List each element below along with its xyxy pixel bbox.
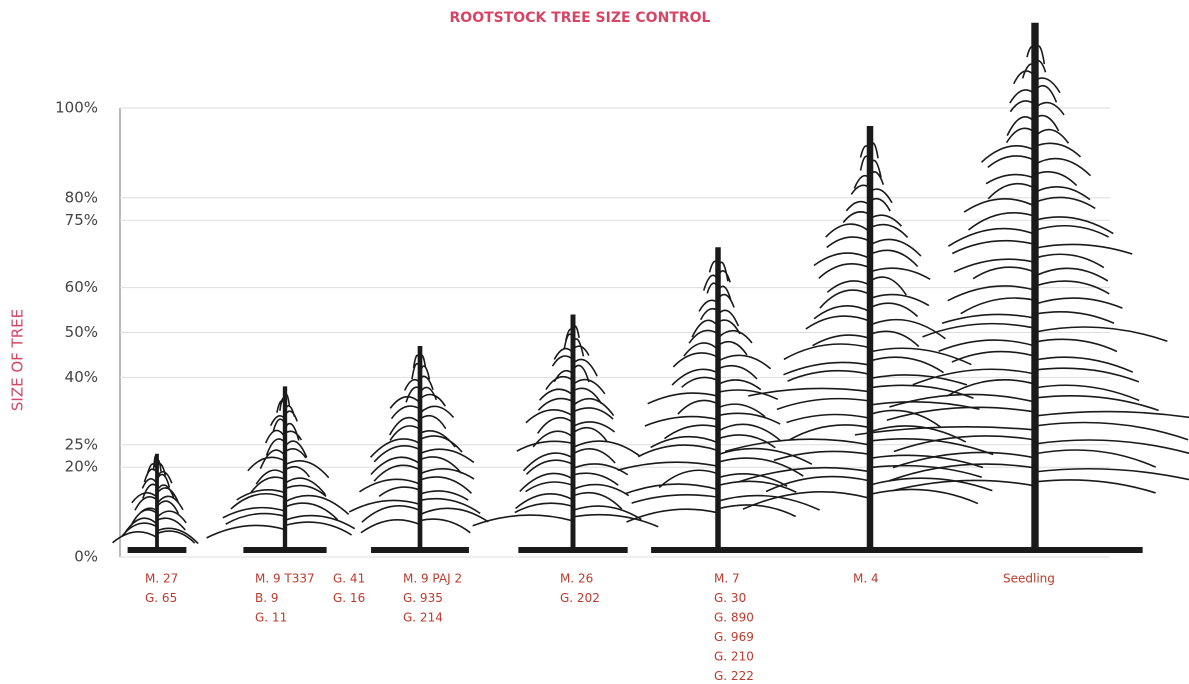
x-tick-label: Seedling [1003, 572, 1055, 586]
x-tick-label: M. 26 [560, 572, 593, 586]
chart-title: ROOTSTOCK TREE SIZE CONTROL [450, 10, 711, 26]
y-axis-label: SIZE OF TREE [9, 309, 27, 411]
y-tick-label: 25% [65, 435, 98, 453]
y-tick-label: 20% [65, 458, 98, 476]
x-tick-label: G. 935 [403, 591, 443, 605]
x-tick-label: M. 27 [145, 572, 178, 586]
y-tick-label: 100% [55, 99, 98, 117]
x-tick-label: G. 30 [714, 591, 746, 605]
tree-branches [473, 326, 659, 527]
x-tick-label: G. 890 [714, 611, 754, 625]
x-tick-label: M. 4 [853, 572, 879, 586]
x-tick-label: M. 9 PAJ 2 [403, 572, 462, 586]
y-tick-label: 80% [65, 188, 98, 206]
x-tick-label: G. 210 [714, 650, 754, 664]
x-tick-label: G. 41 [333, 572, 365, 586]
x-tick-label: G. 969 [714, 630, 754, 644]
x-tick-label: G. 222 [714, 669, 754, 683]
y-tick-label: 0% [74, 548, 98, 566]
chart: ROOTSTOCK TREE SIZE CONTROL SIZE OF TREE… [0, 0, 1189, 684]
x-tick-label: G. 65 [145, 591, 177, 605]
x-tick-label: M. 7 [714, 572, 740, 586]
x-tick-label: G. 214 [403, 611, 443, 625]
tree-branches [207, 394, 355, 537]
x-tick-label: G. 16 [333, 591, 365, 605]
y-tick-label: 60% [65, 278, 98, 296]
y-tick-label: 75% [65, 211, 98, 229]
y-tick-label: 50% [65, 323, 98, 341]
y-tick-label: 40% [65, 368, 98, 386]
x-tick-label: M. 9 T337 [255, 572, 315, 586]
x-tick-label: G. 202 [560, 591, 600, 605]
x-tick-label: G. 11 [255, 611, 287, 625]
x-tick-label: B. 9 [255, 591, 279, 605]
